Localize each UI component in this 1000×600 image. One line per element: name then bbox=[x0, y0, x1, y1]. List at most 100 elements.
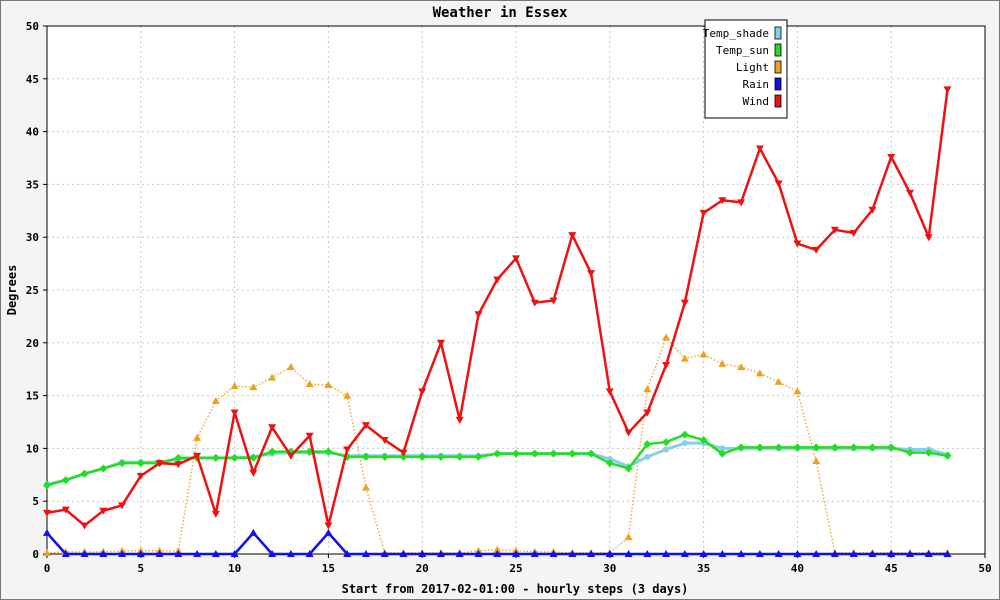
data-point bbox=[474, 311, 483, 319]
data-point bbox=[399, 550, 408, 557]
data-point bbox=[43, 509, 51, 517]
series-temp-sun bbox=[43, 430, 952, 490]
data-point bbox=[905, 448, 914, 457]
data-point bbox=[793, 550, 802, 557]
data-point bbox=[812, 550, 821, 557]
data-point bbox=[868, 443, 877, 452]
data-point bbox=[887, 443, 896, 452]
legend-swatch bbox=[774, 43, 782, 57]
data-point bbox=[737, 550, 746, 557]
data-point bbox=[868, 206, 877, 214]
data-point bbox=[418, 388, 427, 396]
data-point bbox=[343, 391, 352, 399]
data-point bbox=[361, 483, 370, 491]
data-point bbox=[174, 550, 183, 557]
x-tick-label: 0 bbox=[44, 562, 51, 575]
data-point bbox=[286, 363, 295, 371]
legend-label: Temp_sun bbox=[716, 44, 769, 57]
data-point bbox=[455, 416, 464, 424]
data-point bbox=[136, 550, 145, 557]
data-point bbox=[436, 452, 445, 461]
data-point bbox=[193, 433, 202, 441]
data-point bbox=[193, 550, 202, 557]
data-point bbox=[924, 448, 933, 457]
legend-label: Rain bbox=[743, 78, 770, 91]
data-point bbox=[530, 550, 539, 557]
data-point bbox=[644, 453, 651, 460]
y-axis: 0 5 10 15 20 25 30 35 40 45 50 bbox=[26, 20, 47, 561]
data-point bbox=[361, 422, 370, 430]
data-point bbox=[80, 469, 89, 478]
data-point bbox=[249, 528, 258, 536]
data-point bbox=[268, 424, 277, 432]
data-point bbox=[680, 550, 689, 557]
data-point bbox=[474, 452, 483, 461]
data-point bbox=[230, 382, 239, 390]
y-tick-label: 30 bbox=[26, 231, 39, 244]
data-point bbox=[193, 452, 202, 460]
data-point bbox=[474, 550, 483, 557]
y-tick-label: 25 bbox=[26, 284, 39, 297]
data-point bbox=[849, 550, 858, 557]
data-point bbox=[624, 464, 633, 473]
data-point bbox=[249, 469, 258, 477]
y-tick-label: 5 bbox=[32, 495, 39, 508]
data-point bbox=[380, 436, 389, 444]
data-point bbox=[643, 550, 652, 557]
data-point bbox=[699, 435, 708, 444]
data-point bbox=[230, 409, 239, 417]
data-point bbox=[849, 229, 858, 237]
data-point bbox=[905, 550, 914, 557]
data-point bbox=[568, 232, 577, 240]
data-point bbox=[493, 545, 502, 553]
data-point bbox=[61, 550, 70, 557]
data-point bbox=[118, 459, 127, 468]
data-point bbox=[624, 550, 633, 557]
data-point bbox=[361, 452, 370, 461]
data-point bbox=[812, 443, 821, 452]
data-point bbox=[99, 507, 108, 515]
data-point bbox=[530, 299, 539, 307]
data-point bbox=[230, 453, 239, 462]
legend-label: Light bbox=[736, 61, 769, 74]
data-point bbox=[680, 354, 689, 362]
data-point bbox=[99, 550, 108, 557]
x-tick-label: 20 bbox=[416, 562, 429, 575]
data-point bbox=[699, 209, 708, 217]
data-point bbox=[268, 373, 277, 381]
data-point bbox=[755, 369, 764, 377]
x-tick-label: 40 bbox=[791, 562, 804, 575]
data-point bbox=[662, 333, 671, 341]
data-point bbox=[699, 550, 708, 557]
x-axis-label: Start from 2017-02-01:00 - hourly steps … bbox=[342, 582, 689, 596]
data-point bbox=[305, 550, 314, 557]
data-point bbox=[774, 180, 783, 188]
data-point bbox=[118, 550, 127, 557]
data-point bbox=[549, 297, 558, 305]
data-point bbox=[606, 455, 613, 462]
data-point bbox=[830, 443, 839, 452]
data-point bbox=[662, 550, 671, 557]
y-tick-label: 35 bbox=[26, 178, 39, 191]
legend-swatch bbox=[774, 26, 782, 40]
data-point bbox=[493, 449, 502, 458]
data-point bbox=[380, 452, 389, 461]
y-tick-label: 40 bbox=[26, 126, 39, 139]
data-point bbox=[155, 550, 164, 557]
data-point bbox=[343, 550, 352, 557]
data-point bbox=[136, 472, 145, 480]
data-point bbox=[774, 443, 783, 452]
grid bbox=[47, 26, 985, 554]
data-point bbox=[624, 429, 633, 437]
y-tick-label: 45 bbox=[26, 73, 39, 86]
x-tick-label: 5 bbox=[137, 562, 144, 575]
y-tick-label: 0 bbox=[32, 548, 39, 561]
data-point bbox=[136, 459, 145, 468]
data-point bbox=[211, 453, 220, 462]
data-point bbox=[755, 443, 764, 452]
data-point bbox=[174, 453, 183, 462]
y-tick-label: 50 bbox=[26, 20, 39, 33]
data-point bbox=[662, 438, 671, 447]
data-point bbox=[155, 460, 164, 468]
